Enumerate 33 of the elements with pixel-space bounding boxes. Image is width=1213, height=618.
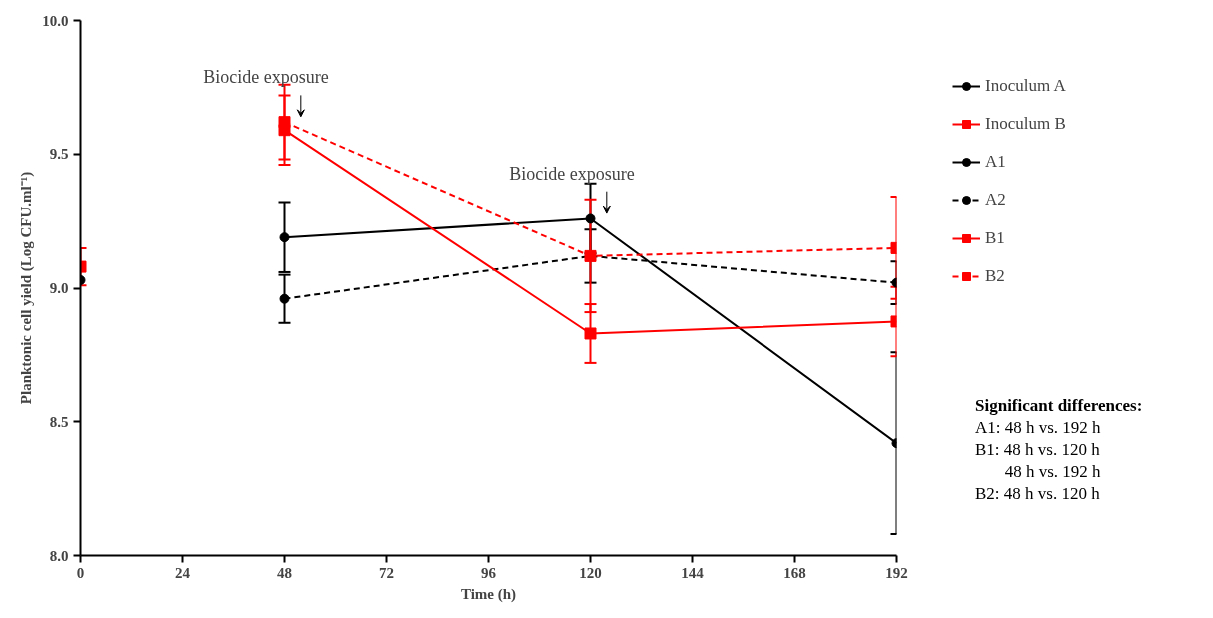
text: B1: 48 h vs. 120 h xyxy=(975,440,1100,459)
y-tick-label: 9.0 xyxy=(49,280,69,296)
x-tick-label: 48 xyxy=(277,564,292,581)
x-tick-label: 0 xyxy=(76,564,85,581)
text: Significant differences: xyxy=(975,396,1143,415)
x-tick-label: 24 xyxy=(175,564,191,581)
legend-label: A2 xyxy=(985,190,1007,210)
y-tick-label: 10.0 xyxy=(42,12,69,29)
legend-label: Inoculum B xyxy=(985,114,1067,134)
x-tick-label: 192 xyxy=(885,564,908,581)
point xyxy=(278,116,291,129)
point xyxy=(585,213,596,224)
x-tick-label: 144 xyxy=(681,564,705,581)
text: A1: 48 h vs. 192 h xyxy=(975,418,1101,437)
legend-label: A1 xyxy=(985,152,1007,172)
x-tick-label: 96 xyxy=(481,564,497,581)
y-tick-label: 9.5 xyxy=(49,146,69,163)
y-axis-title: Planktonic cell yield (Log CFU.ml⁻¹) xyxy=(18,171,36,405)
x-tick-label: 168 xyxy=(783,564,806,581)
x-tick-label: 72 xyxy=(379,564,394,581)
text: 48 h vs. 192 h xyxy=(1004,462,1101,481)
legend-label: Inoculum A xyxy=(985,76,1067,96)
text: B2: 48 h vs. 120 h xyxy=(975,484,1100,503)
x-axis-title: Time (h) xyxy=(460,585,517,603)
legend-label: B1 xyxy=(985,228,1006,248)
x-tick-label: 120 xyxy=(579,564,602,581)
point xyxy=(279,232,290,243)
legend-label: B2 xyxy=(985,266,1006,286)
annotation: Biocide exposure xyxy=(203,67,329,88)
annotation: Biocide exposure xyxy=(509,163,635,184)
point xyxy=(584,327,597,340)
y-tick-label: 8.5 xyxy=(49,413,69,430)
y-tick-label: 8.0 xyxy=(49,547,69,564)
